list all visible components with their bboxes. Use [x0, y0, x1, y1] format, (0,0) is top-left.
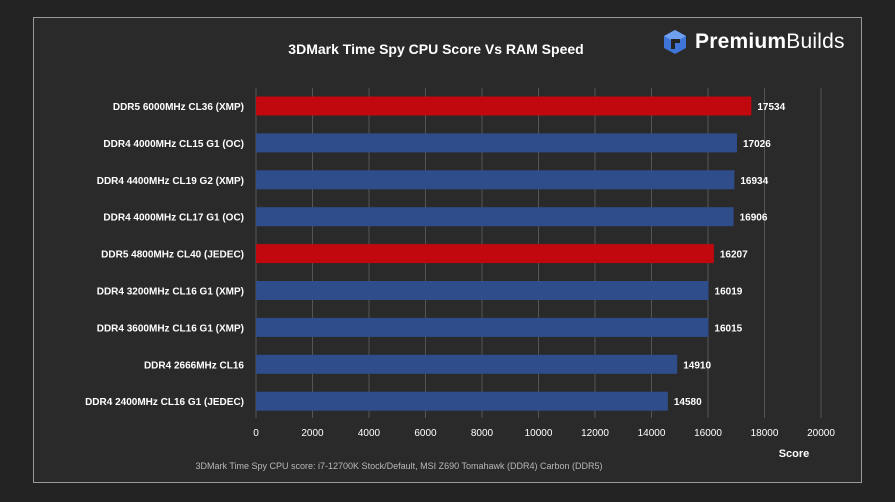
- bar: [256, 170, 735, 190]
- bar: [256, 354, 678, 374]
- value-labels: 17534 17026 16934 16906 16207 16019 16015 14910…: [674, 102, 786, 408]
- value-label: 16906: [740, 213, 768, 224]
- x-axis-label: Score: [779, 448, 810, 460]
- category-label: DDR4 4400MHz CL19 G2 (XMP): [97, 176, 244, 187]
- x-tick-label: 8000: [471, 428, 494, 439]
- value-label: 16015: [714, 323, 742, 334]
- x-tick-label: 16000: [694, 428, 722, 439]
- value-label: 14580: [674, 397, 702, 408]
- bar: [256, 281, 709, 300]
- category-label: DDR5 4800MHz CL40 (JEDEC): [101, 250, 244, 261]
- x-tick-labels: 0 2000 4000 6000 8000 10000 12000 14000 16000 180…: [253, 428, 835, 439]
- bars: [256, 96, 752, 411]
- bar: [256, 207, 734, 227]
- x-tick-label: 4000: [358, 428, 381, 439]
- value-label: 17534: [757, 102, 785, 113]
- category-label: DDR4 2400MHz CL16 G1 (JEDEC): [85, 397, 244, 408]
- category-label: DDR4 2666MHz CL16: [144, 360, 244, 371]
- x-tick-label: 6000: [414, 428, 437, 439]
- brand-name: PremiumBuilds: [695, 30, 845, 54]
- bar: [256, 96, 752, 116]
- footnote: 3DMark Time Spy CPU score: i7-12700K Sto…: [196, 461, 603, 471]
- value-label: 16207: [720, 250, 748, 261]
- category-label: DDR4 3600MHz CL16 G1 (XMP): [97, 323, 244, 334]
- value-label: 17026: [743, 139, 771, 150]
- brand-name-regular: Builds: [786, 30, 845, 53]
- x-tick-label: 0: [253, 428, 259, 439]
- x-tick-label: 14000: [638, 428, 666, 439]
- category-label: DDR4 3200MHz CL16 G1 (XMP): [97, 287, 244, 298]
- premiumbuilds-logo-icon: [664, 30, 686, 54]
- value-label: 16934: [740, 176, 768, 187]
- bar: [256, 133, 737, 153]
- x-tick-label: 20000: [807, 428, 835, 439]
- category-labels: DDR5 6000MHz CL36 (XMP) DDR4 4000MHz CL15…: [85, 102, 244, 408]
- x-tick-label: 18000: [751, 428, 779, 439]
- bar: [256, 244, 714, 264]
- value-label: 16019: [715, 287, 743, 298]
- chart-title: 3DMark Time Spy CPU Score Vs RAM Speed: [288, 41, 583, 57]
- x-tick-label: 2000: [301, 428, 324, 439]
- category-label: DDR4 4000MHz CL15 G1 (OC): [103, 139, 244, 150]
- x-tick-label: 12000: [581, 428, 609, 439]
- bar: [256, 317, 709, 337]
- category-label: DDR4 4000MHz CL17 G1 (OC): [103, 213, 244, 224]
- brand-name-bold: Premium: [695, 30, 787, 53]
- category-label: DDR5 6000MHz CL36 (XMP): [113, 102, 244, 113]
- value-label: 14910: [683, 360, 711, 371]
- brand-logo: PremiumBuilds: [663, 27, 845, 57]
- bar: [256, 391, 668, 411]
- x-tick-label: 10000: [525, 428, 553, 439]
